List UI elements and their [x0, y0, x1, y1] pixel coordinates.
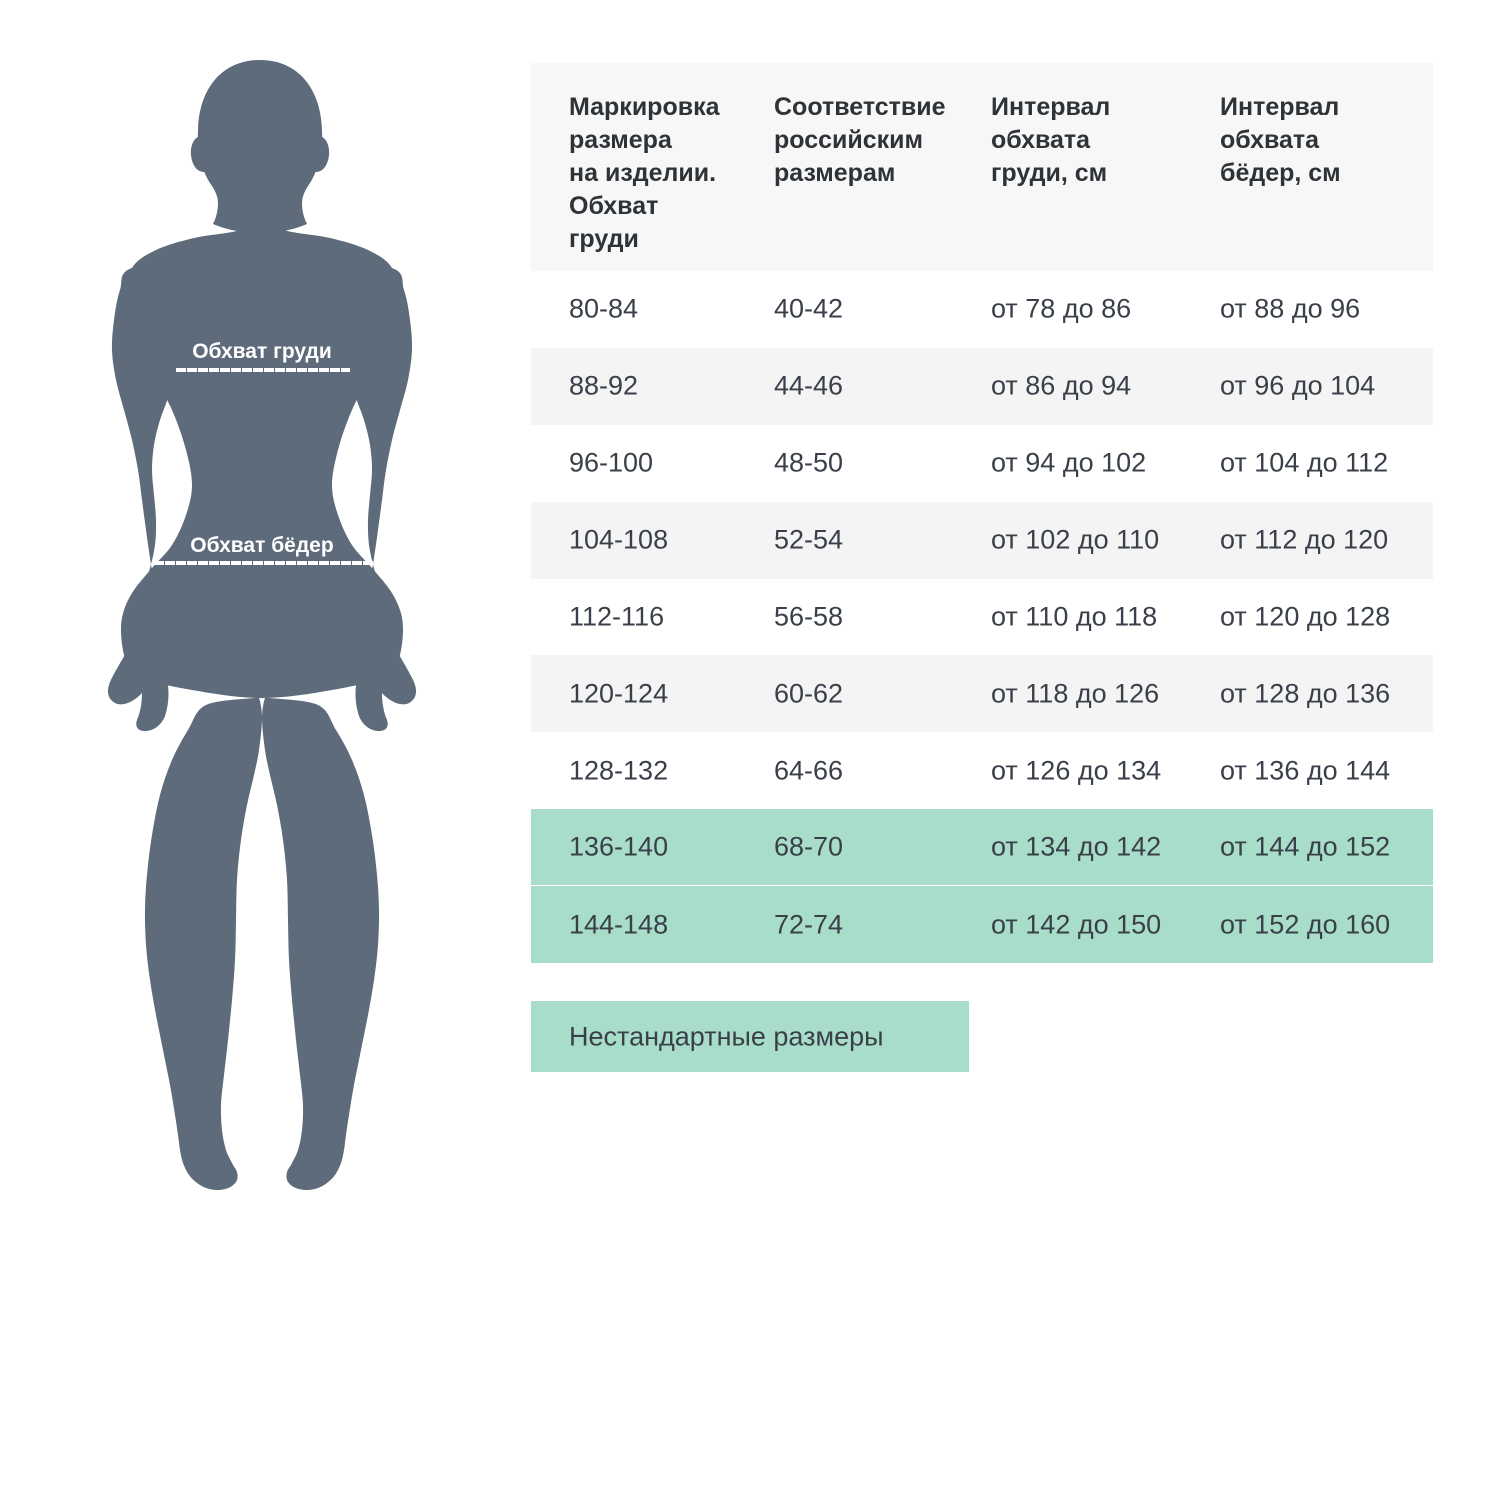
svg-text:Обхват бёдер: Обхват бёдер [190, 534, 333, 557]
svg-text:Обхват груди: Обхват груди [192, 340, 332, 363]
